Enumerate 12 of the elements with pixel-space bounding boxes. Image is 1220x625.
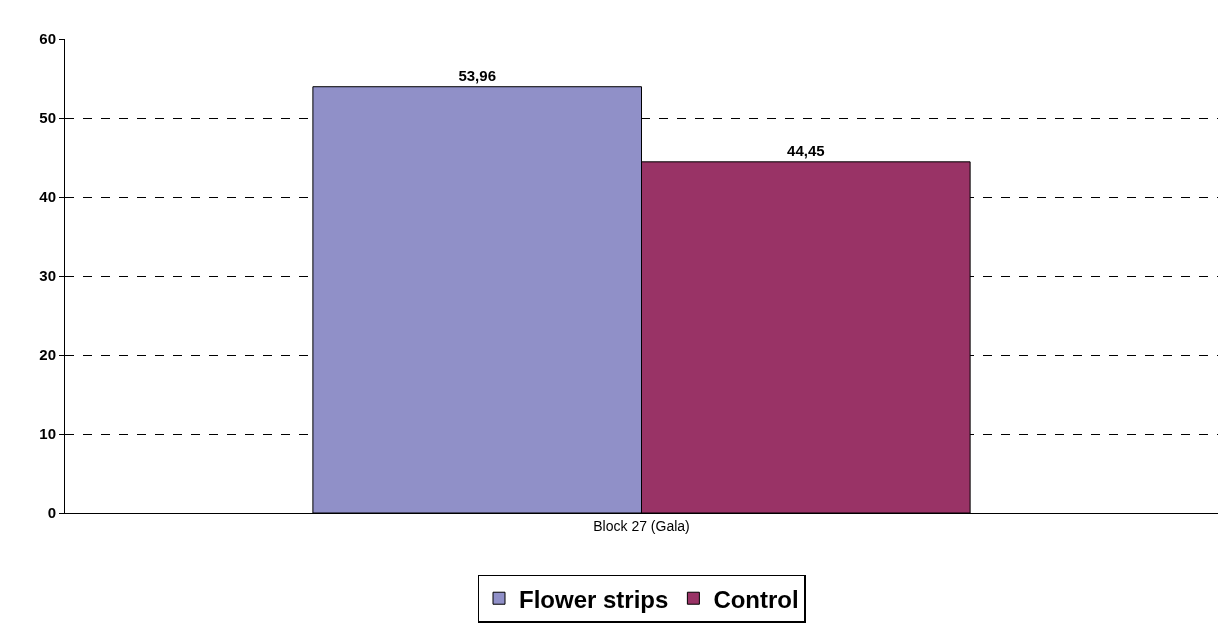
y-tick-label: 50 [39,109,56,127]
legend-label: Control [713,585,799,613]
data-label: 53,96 [458,66,496,84]
legend-label: Flower strips [519,585,669,613]
y-tick-label: 10 [39,425,56,443]
data-label: 44,45 [787,141,825,159]
y-tick-label: 30 [39,267,56,285]
y-tick-label: 20 [39,346,56,364]
x-tick-label: Block 27 (Gala) [593,517,690,534]
y-tick-label: 0 [47,504,56,522]
y-tick-label: 40 [39,188,56,206]
y-tick-label: 60 [39,30,56,48]
